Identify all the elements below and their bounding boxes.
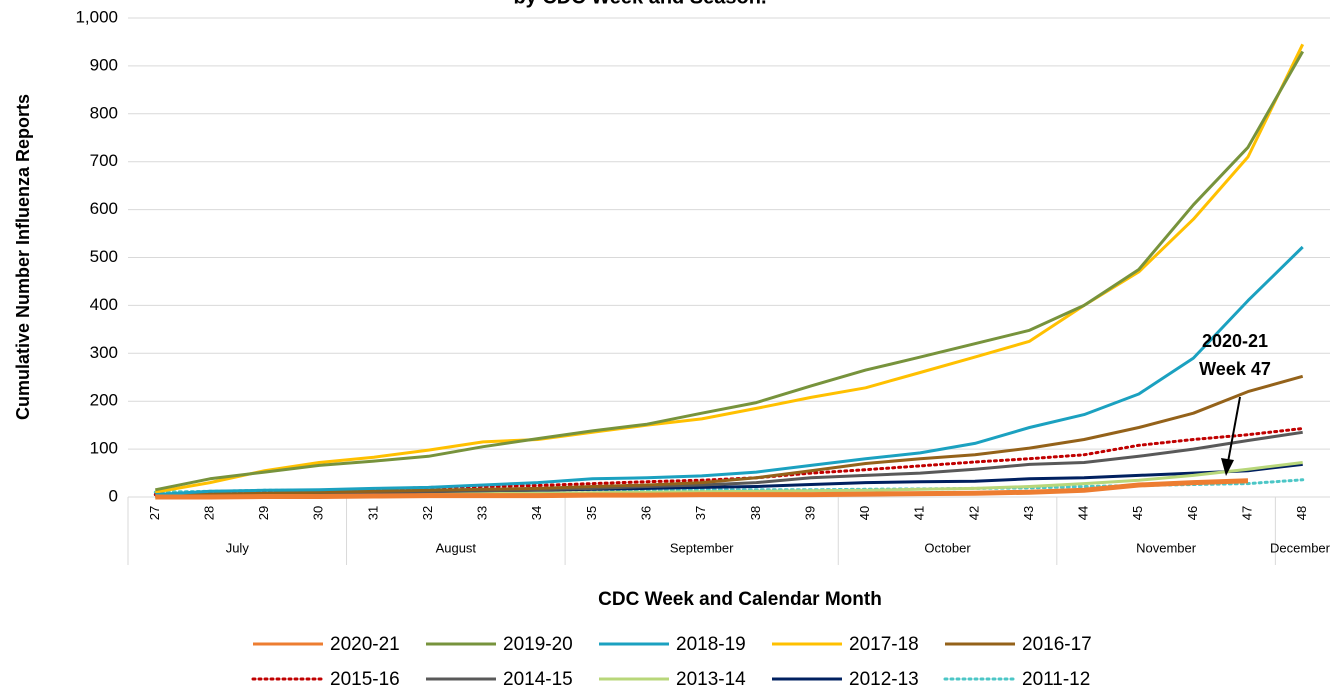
x-tick-label: 40 bbox=[857, 506, 872, 520]
x-tick-label: 32 bbox=[420, 506, 435, 520]
y-tick-label: 200 bbox=[90, 391, 118, 410]
y-tick-label: 900 bbox=[90, 55, 118, 74]
x-tick-label: 42 bbox=[966, 506, 981, 520]
month-label: October bbox=[924, 540, 971, 555]
month-label: December bbox=[1270, 540, 1331, 555]
legend-label: 2020-21 bbox=[330, 634, 400, 655]
annotation: Week 47 bbox=[1199, 359, 1271, 379]
x-tick-label: 30 bbox=[311, 506, 326, 520]
annotation-arrow bbox=[1227, 396, 1241, 463]
legend-label: 2016-17 bbox=[1022, 634, 1092, 655]
x-tick-label: 37 bbox=[693, 506, 708, 520]
month-label: September bbox=[670, 540, 734, 555]
x-tick-label: 45 bbox=[1130, 506, 1145, 520]
x-axis-label: CDC Week and Calendar Month bbox=[598, 589, 882, 610]
x-tick-label: 41 bbox=[912, 506, 927, 520]
legend-label: 2018-19 bbox=[676, 634, 746, 655]
x-tick-label: 31 bbox=[365, 506, 380, 520]
y-axis-label: Cumulative Number Influenza Reports bbox=[13, 94, 33, 420]
x-tick-label: 38 bbox=[748, 506, 763, 520]
x-tick-label: 48 bbox=[1294, 506, 1309, 520]
y-tick-label: 400 bbox=[90, 295, 118, 314]
y-tick-label: 500 bbox=[90, 247, 118, 266]
x-tick-label: 35 bbox=[584, 506, 599, 520]
x-tick-label: 28 bbox=[201, 506, 216, 520]
series-line bbox=[155, 478, 1249, 500]
y-tick-label: 1,000 bbox=[75, 7, 118, 26]
y-tick-label: 0 bbox=[109, 486, 118, 505]
legend-label: 2012-13 bbox=[849, 669, 919, 690]
annotation-arrowhead bbox=[1221, 458, 1234, 476]
x-tick-label: 43 bbox=[1021, 506, 1036, 520]
x-tick-label: 39 bbox=[802, 506, 817, 520]
y-tick-label: 800 bbox=[90, 103, 118, 122]
y-tick-label: 100 bbox=[90, 439, 118, 458]
legend-label: 2013-14 bbox=[676, 669, 746, 690]
legend-label: 2011-12 bbox=[1022, 669, 1090, 690]
x-tick-label: 34 bbox=[529, 506, 544, 520]
x-tick-label: 47 bbox=[1239, 506, 1254, 520]
x-tick-label: 33 bbox=[475, 506, 490, 520]
annotation: 2020-21 bbox=[1202, 331, 1268, 351]
x-tick-label: 36 bbox=[638, 506, 653, 520]
month-label: November bbox=[1136, 540, 1197, 555]
legend-label: 2015-16 bbox=[330, 669, 400, 690]
x-tick-label: 46 bbox=[1185, 506, 1200, 520]
month-label: August bbox=[436, 540, 477, 555]
y-tick-label: 300 bbox=[90, 343, 118, 362]
series-line bbox=[155, 374, 1304, 498]
legend-label: 2014-15 bbox=[503, 669, 573, 690]
y-tick-label: 600 bbox=[90, 199, 118, 218]
chart-title: by CDC Week and Season. bbox=[513, 0, 766, 8]
x-tick-label: 44 bbox=[1076, 506, 1091, 520]
legend-label: 2017-18 bbox=[849, 634, 919, 655]
series-line bbox=[155, 245, 1304, 497]
series-line bbox=[155, 50, 1305, 492]
series-line bbox=[155, 43, 1305, 494]
month-label: July bbox=[226, 540, 250, 555]
x-tick-label: 27 bbox=[147, 506, 162, 520]
y-tick-label: 700 bbox=[90, 151, 118, 170]
x-tick-label: 29 bbox=[256, 506, 271, 520]
legend-label: 2019-20 bbox=[503, 634, 573, 655]
